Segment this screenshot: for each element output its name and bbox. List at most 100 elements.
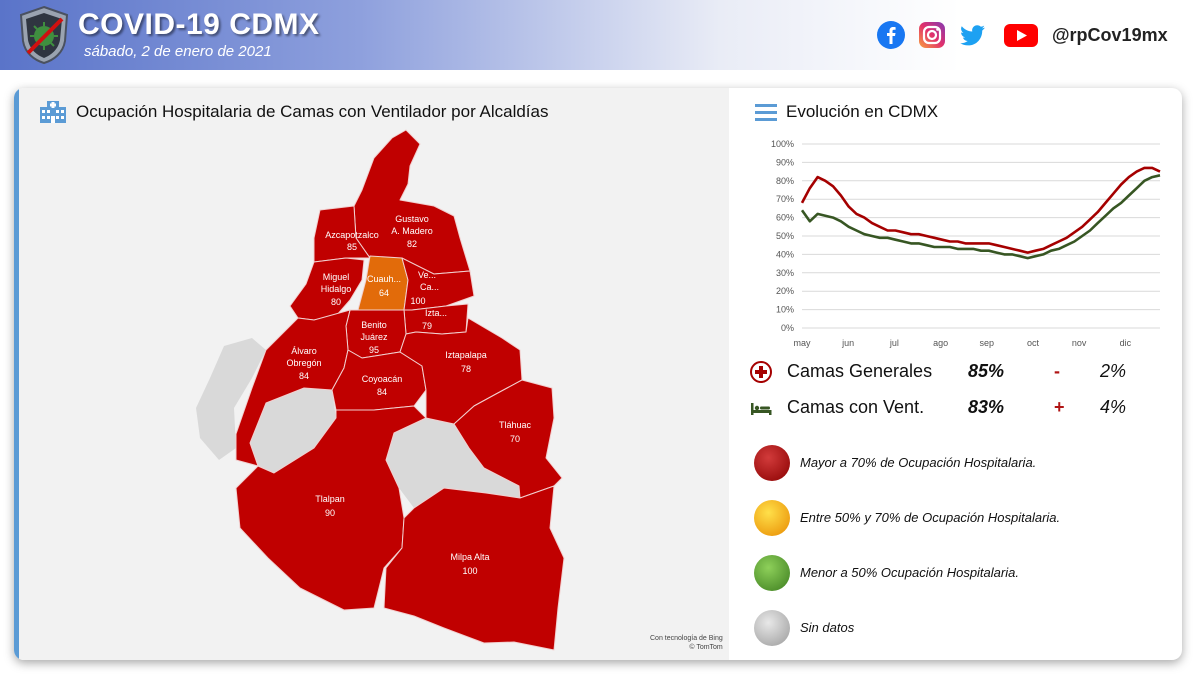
label-ao-value: 84 (299, 371, 309, 381)
cross-icon (750, 361, 772, 383)
label-ma-value: 100 (462, 566, 477, 576)
region-gustavo-a-madero[interactable] (353, 129, 471, 275)
label-ma-1: Milpa Alta (450, 552, 489, 562)
legend-text: Mayor a 70% de Ocupación Hospitalaria. (800, 455, 1037, 470)
legend-text: Menor a 50% Ocupación Hospitalaria. (800, 565, 1019, 580)
nodata-area-center (250, 388, 336, 473)
y-tick-label: 70% (776, 194, 794, 204)
y-tick-label: 80% (776, 176, 794, 186)
label-izp-value: 78 (461, 364, 471, 374)
y-tick-label: 30% (776, 268, 794, 278)
evolution-chart: 0% 10% 20% 30% 40% 50% 60% 70% 80% 90% 100% may jun j… (771, 139, 1161, 348)
y-tick-label: 90% (776, 157, 794, 167)
stat-sign: - (1054, 361, 1060, 381)
stat-value: 83% (968, 397, 1005, 417)
page-title: COVID-19 CDMX (78, 8, 320, 41)
legend-text: Entre 50% y 70% de Ocupación Hospitalari… (800, 510, 1061, 525)
label-vc-value: 100 (410, 296, 425, 306)
label-vc-1: Ve... (418, 270, 436, 280)
virus-shield-logo-icon (19, 5, 69, 65)
region-tlalpan[interactable] (235, 405, 427, 611)
label-azc-value: 85 (347, 242, 357, 252)
label-gam-1: Gustavo (395, 214, 429, 224)
legend-hospital-icon (754, 445, 790, 481)
x-tick-label: oct (1027, 338, 1040, 348)
facebook-icon[interactable] (876, 20, 906, 50)
stat-delta: 2% (1100, 361, 1127, 381)
y-tick-label: 20% (776, 286, 794, 296)
header-bar: COVID-19 CDMX sábado, 2 de enero de 2021… (0, 0, 1200, 70)
hospital-building-icon (40, 101, 66, 123)
label-cua-1: Cuauh... (367, 274, 401, 284)
nodata-area-west (196, 338, 266, 460)
y-tick-label: 60% (776, 213, 794, 223)
legend-text: Sin datos (800, 620, 855, 635)
x-tick-label: jul (889, 338, 899, 348)
x-tick-label: jun (841, 338, 854, 348)
label-ao-2: Obregón (286, 358, 321, 368)
y-tick-label: 10% (776, 305, 794, 315)
region-alvaro-obregon[interactable] (235, 309, 351, 467)
label-bj-1: Benito (361, 320, 387, 330)
label-mh-1: Miguel (323, 272, 350, 282)
legend-hospital-icon (754, 555, 790, 591)
page-date: sábado, 2 de enero de 2021 (84, 43, 272, 60)
twitter-handle[interactable]: @rpCov19mx (1052, 25, 1168, 45)
evolution-title: Evolución en CDMX (786, 102, 939, 121)
stat-delta: 4% (1100, 397, 1127, 417)
x-tick-label: sep (980, 338, 995, 348)
label-ao-1: Álvaro (291, 346, 317, 356)
series-line-camas-generales (800, 166, 1161, 254)
label-izc-1: Izta... (425, 308, 447, 318)
label-mh-2: Hidalgo (321, 284, 352, 294)
stat-sign: + (1054, 397, 1065, 417)
x-tick-label: dic (1120, 338, 1132, 348)
label-tlp-value: 90 (325, 508, 335, 518)
label-tlp-1: Tlalpan (315, 494, 345, 504)
map-credit-line2: © TomTom (689, 644, 723, 651)
x-tick-label: may (793, 338, 811, 348)
label-izc-value: 79 (422, 321, 432, 331)
label-mh-value: 80 (331, 297, 341, 307)
map-title: Ocupación Hospitalaria de Camas con Vent… (76, 102, 549, 121)
stat-label: Camas con Vent. (787, 397, 925, 417)
legend-hospital-icon (754, 500, 790, 536)
legend-hospital-icon (754, 610, 790, 646)
label-bj-2: Juárez (360, 332, 388, 342)
region-tlahuac[interactable] (453, 379, 563, 499)
label-cua-value: 64 (379, 288, 389, 298)
accent-bar (14, 88, 19, 660)
stat-value: 85% (968, 361, 1005, 381)
list-icon (755, 104, 777, 121)
label-coy-value: 84 (377, 387, 387, 397)
label-azc-1: Azcapotzalco (325, 230, 379, 240)
instagram-icon[interactable] (917, 20, 947, 50)
label-bj-value: 95 (369, 345, 379, 355)
y-tick-label: 50% (776, 231, 794, 241)
label-coy-1: Coyoacán (362, 374, 403, 384)
region-milpa-alta[interactable] (383, 485, 565, 651)
map-credit-line1: Con tecnología de Bing (650, 635, 723, 642)
label-tla-1: Tláhuac (499, 420, 532, 430)
label-tla-value: 70 (510, 434, 520, 444)
label-gam-value: 82 (407, 239, 417, 249)
x-tick-label: ago (933, 338, 948, 348)
main-card: Ocupación Hospitalaria de Camas con Vent… (14, 88, 1182, 660)
series-line-camas-vent (800, 174, 1161, 260)
cdmx-map: Gustavo A. Madero 82 Azcapotzalco 85 Mig… (196, 129, 565, 651)
x-tick-label: nov (1072, 338, 1087, 348)
twitter-icon[interactable] (958, 20, 988, 50)
region-azcapotzalco[interactable] (313, 205, 371, 263)
nodata-area-east (386, 418, 520, 508)
stat-label: Camas Generales (787, 361, 933, 381)
youtube-icon[interactable] (1003, 20, 1039, 50)
map-credit: Con tecnología de Bing © TomTom (650, 634, 723, 652)
label-izp-1: Iztapalapa (445, 350, 487, 360)
y-tick-label: 100% (771, 139, 794, 149)
bed-icon (751, 403, 772, 415)
label-vc-2: Ca... (420, 282, 439, 292)
y-tick-label: 0% (781, 323, 794, 333)
region-cuauhtemoc[interactable] (357, 255, 409, 313)
label-gam-2: A. Madero (391, 226, 433, 236)
y-tick-label: 40% (776, 249, 794, 259)
